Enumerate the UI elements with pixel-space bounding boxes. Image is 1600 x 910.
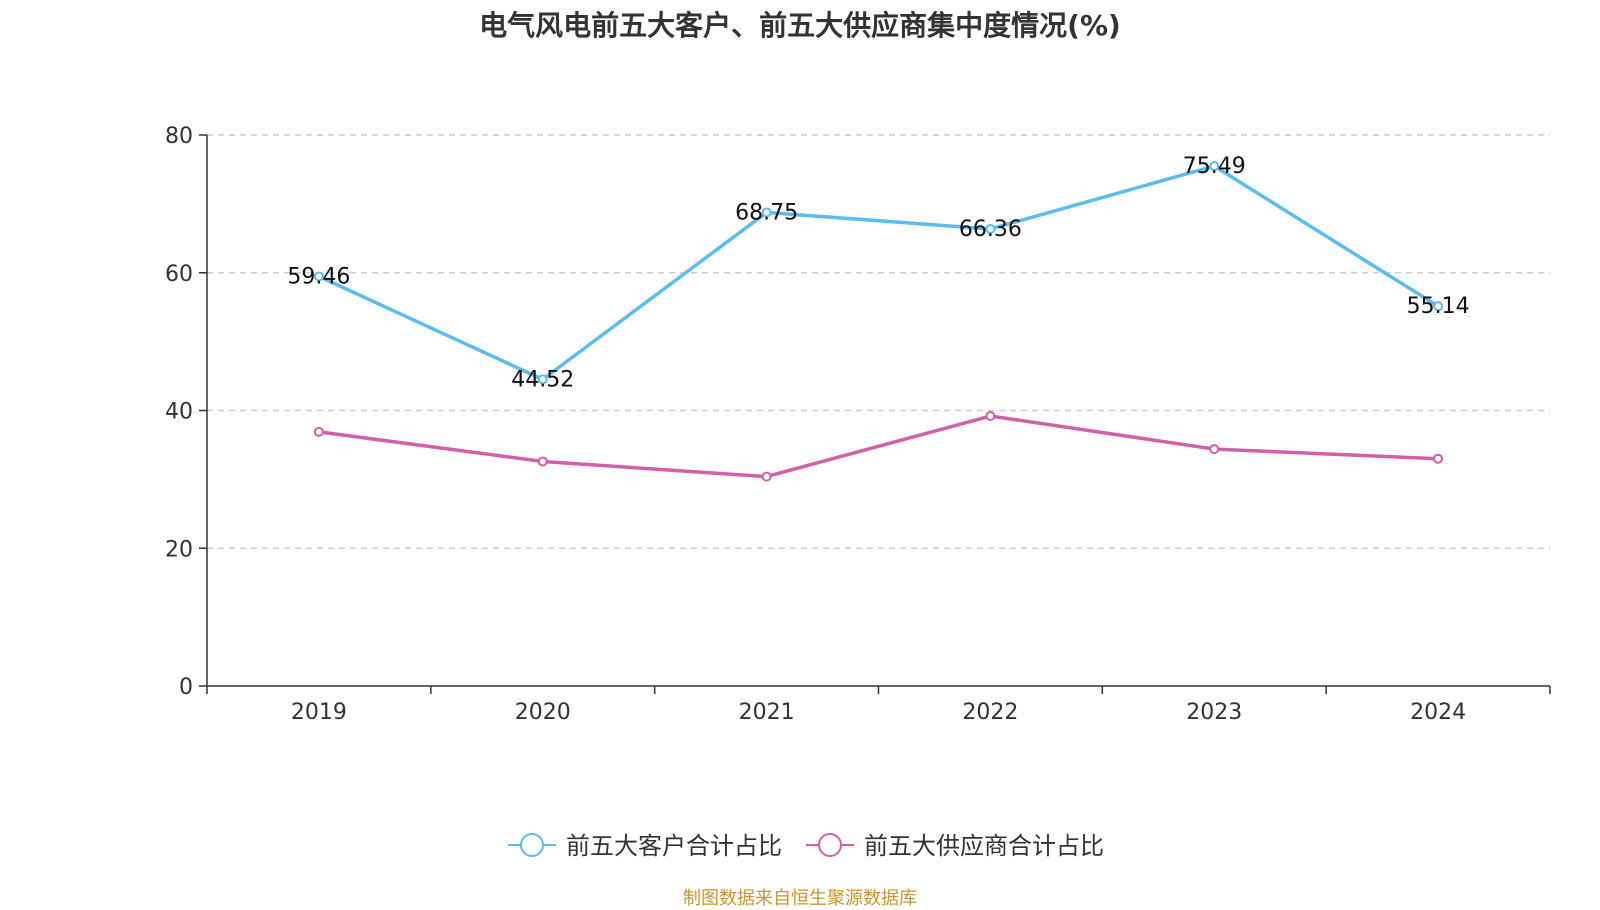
- data-point: [537, 374, 548, 385]
- x-tick-label: 2024: [1410, 700, 1466, 725]
- data-point: [985, 411, 996, 422]
- data-point: [761, 471, 772, 482]
- x-tick-label: 2020: [515, 700, 571, 725]
- source-note: 制图数据来自恒生聚源数据库: [683, 888, 917, 909]
- data-point: [1209, 161, 1220, 172]
- data-label: 55.14: [1407, 294, 1470, 319]
- legend-marker: [818, 833, 842, 857]
- legend-label-2: 前五大供应商合计占比: [864, 832, 1104, 860]
- data-point: [1209, 444, 1220, 455]
- data-label: 75.49: [1183, 154, 1246, 179]
- y-tick-label: 40: [165, 400, 193, 425]
- data-point: [537, 456, 548, 467]
- x-tick-label: 2022: [962, 700, 1018, 725]
- data-point: [1433, 453, 1444, 464]
- data-point: [313, 426, 324, 437]
- chart-title: 电气风电前五大客户、前五大供应商集中度情况(%): [479, 9, 1121, 42]
- x-tick-label: 2021: [739, 700, 795, 725]
- data-label: 44.52: [511, 367, 574, 392]
- series-line-2: [318, 414, 1439, 479]
- legend-label-1: 前五大客户合计占比: [566, 832, 782, 860]
- x-tick-label: 2019: [291, 700, 347, 725]
- data-label: 59.46: [287, 264, 350, 289]
- data-point: [1433, 301, 1444, 312]
- x-tick-label: 2023: [1186, 700, 1242, 725]
- data-point: [761, 207, 772, 218]
- data-label: 68.75: [735, 200, 798, 225]
- y-tick-label: 0: [179, 675, 193, 700]
- data-label: 66.36: [959, 217, 1022, 242]
- y-tick-label: 80: [165, 124, 193, 149]
- y-tick-label: 20: [165, 537, 193, 562]
- series-line-1: [318, 164, 1440, 382]
- data-point: [985, 223, 996, 234]
- data-point: [313, 271, 324, 282]
- legend-marker: [520, 833, 544, 857]
- y-tick-label: 60: [165, 262, 193, 287]
